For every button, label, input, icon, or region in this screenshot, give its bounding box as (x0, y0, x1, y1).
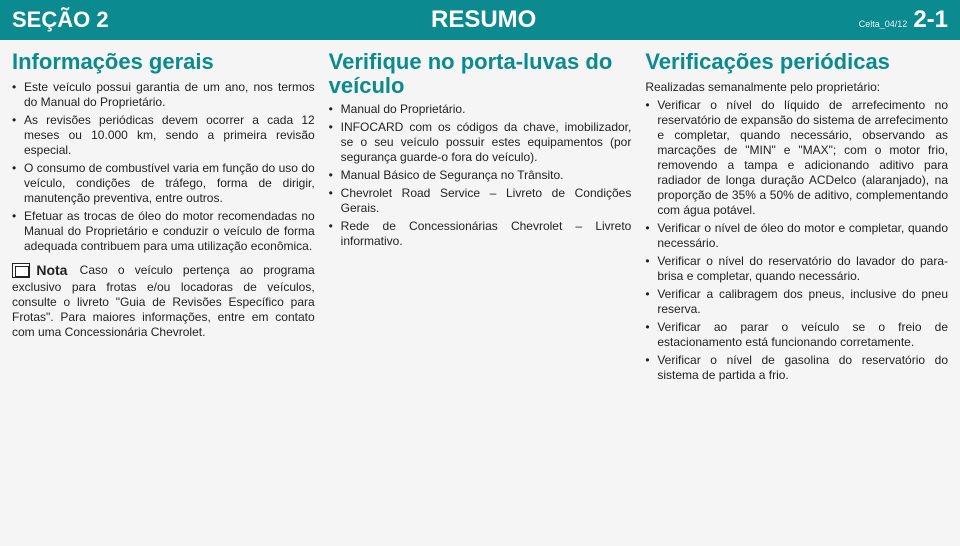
col3-list: Verificar o nível do líquido de arrefeci… (645, 98, 948, 383)
page-number: 2-1 (913, 6, 948, 34)
col3-heading: Verificações periódicas (645, 50, 948, 74)
col1-list: Este veículo possui garantia de um ano, … (12, 80, 315, 254)
col2-heading: Verifique no porta-luvas do veículo (329, 50, 632, 98)
list-item: Verificar ao parar o veículo se o freio … (645, 320, 948, 350)
list-item: Verificar o nível de gasolina do reserva… (645, 353, 948, 383)
column-1: Informações gerais Este veículo possui g… (12, 50, 315, 546)
content-area: Informações gerais Este veículo possui g… (0, 40, 960, 546)
list-item: INFOCARD com os códigos da chave, imobil… (329, 120, 632, 165)
nota-label-group: Nota (12, 262, 69, 280)
nota-box: Nota Caso o veículo pertença ao programa… (12, 262, 315, 340)
col1-heading: Informações gerais (12, 50, 315, 74)
list-item: Manual do Proprietário. (329, 102, 632, 117)
col3-intro: Realizadas semanalmente pelo proprietári… (645, 80, 948, 94)
header-right: Celta_04/12 2-1 (859, 6, 948, 34)
section-label: SEÇÃO 2 (12, 7, 109, 33)
column-2: Verifique no porta-luvas do veículo Manu… (329, 50, 632, 546)
page-title: RESUMO (109, 6, 859, 34)
list-item: Verificar o nível do reservatório do lav… (645, 254, 948, 284)
list-item: Verificar o nível do líquido de arrefeci… (645, 98, 948, 218)
page-header: SEÇÃO 2 RESUMO Celta_04/12 2-1 (0, 0, 960, 40)
list-item: As revisões periódicas devem ocorrer a c… (12, 113, 315, 158)
list-item: Manual Básico de Segurança no Trânsito. (329, 168, 632, 183)
column-3: Verificações periódicas Realizadas seman… (645, 50, 948, 546)
nota-icon (12, 263, 30, 278)
col2-list: Manual do Proprietário. INFOCARD com os … (329, 102, 632, 249)
doc-meta: Celta_04/12 (859, 19, 908, 29)
nota-word: Nota (36, 262, 67, 278)
list-item: Rede de Concessionárias Chevrolet – Livr… (329, 219, 632, 249)
list-item: O consumo de combustível varia em função… (12, 161, 315, 206)
list-item: Verificar a calibragem dos pneus, inclus… (645, 287, 948, 317)
list-item: Verificar o nível de óleo do motor e com… (645, 221, 948, 251)
list-item: Efetuar as trocas de óleo do motor recom… (12, 209, 315, 254)
list-item: Este veículo possui garantia de um ano, … (12, 80, 315, 110)
list-item: Chevrolet Road Service – Livreto de Cond… (329, 186, 632, 216)
